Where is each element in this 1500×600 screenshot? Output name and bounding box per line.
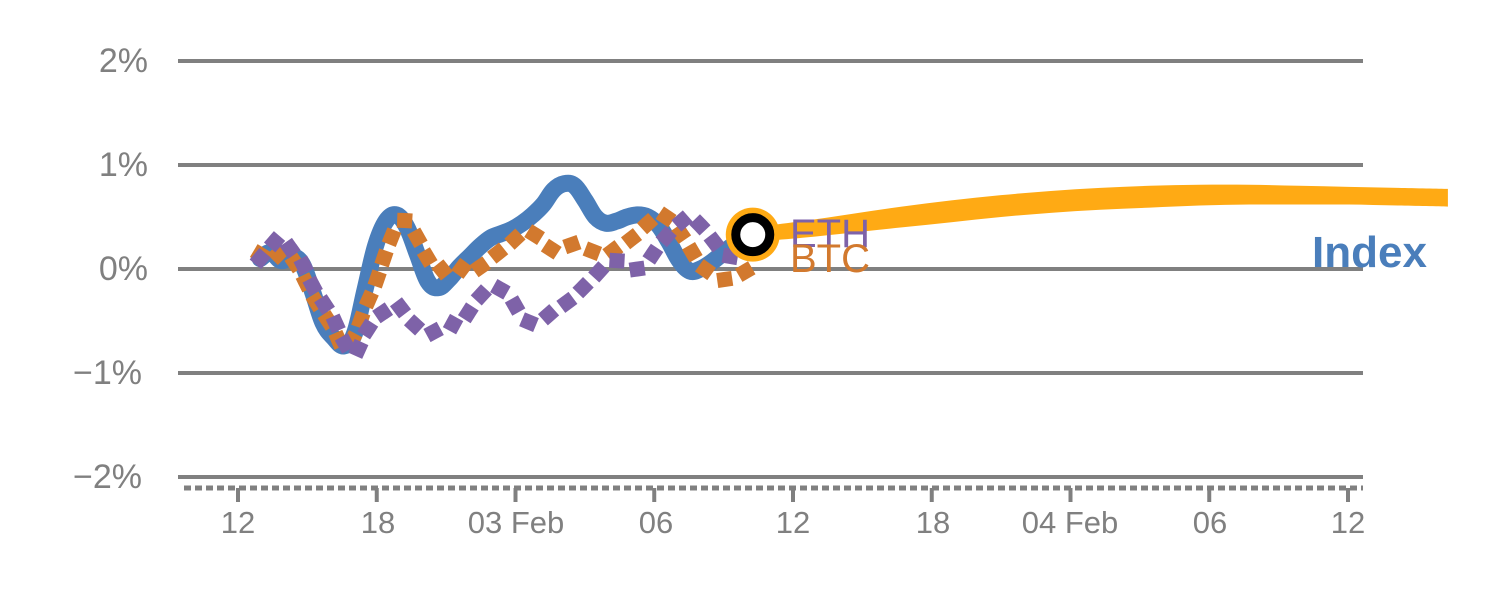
- x-tick-label-7: 06: [1192, 505, 1228, 540]
- series-line-eth: [249, 209, 764, 362]
- x-tick-label-5: 18: [915, 505, 951, 540]
- eth-series-label: ETH: [790, 212, 870, 256]
- x-tick-label-2: 03 Feb: [467, 505, 565, 540]
- series-lines-group: [249, 174, 764, 362]
- x-tick-label-4: 12: [775, 505, 811, 540]
- x-tick-label-1: 18: [360, 505, 396, 540]
- y-tick-label-0: 2%: [98, 42, 148, 80]
- y-tick-label-3: −1%: [73, 354, 142, 392]
- y-tick-label-4: −2%: [73, 458, 142, 496]
- current-value-marker[interactable]: [725, 207, 780, 262]
- marker-ring[interactable]: [731, 213, 775, 257]
- x-tick-label-8: 12: [1330, 505, 1366, 540]
- x-tick-label-3: 06: [638, 505, 674, 540]
- forecast-band: [752, 184, 1448, 242]
- forecast-band-group: [752, 184, 1448, 242]
- btc-series-label: BTC: [790, 237, 870, 281]
- gridlines-group: [178, 59, 1363, 479]
- y-tick-label-1: 1%: [98, 146, 148, 184]
- x-tick-label-6: 04 Feb: [1021, 505, 1119, 540]
- major-ticks-group: [236, 488, 1350, 502]
- index-series-label: Index: [1312, 228, 1427, 277]
- x-tick-label-0: 12: [220, 505, 256, 540]
- series-line-btc: [249, 207, 764, 356]
- y-tick-label-2: 0%: [98, 250, 148, 288]
